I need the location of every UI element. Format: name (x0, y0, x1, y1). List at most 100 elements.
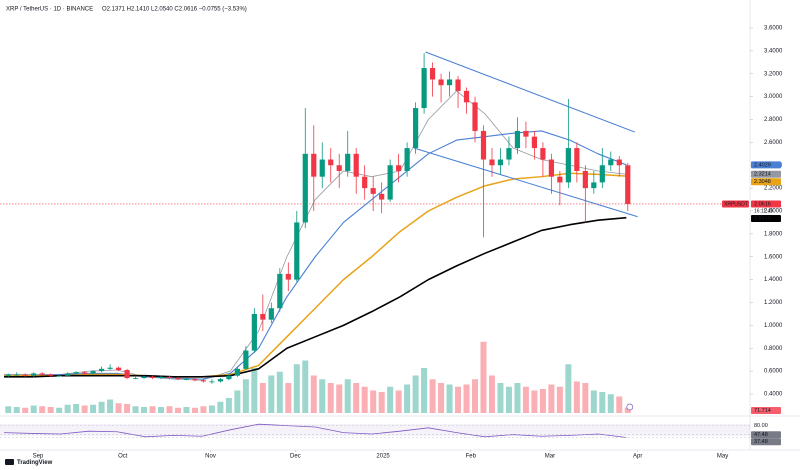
candle-body (268, 308, 274, 320)
x-tick-label: Dec (290, 454, 301, 460)
volume-bar (90, 404, 97, 413)
candle-body (421, 68, 427, 109)
volume-bar (370, 390, 377, 413)
candle-body (82, 372, 88, 374)
volume-bar (13, 407, 20, 413)
volume-bar (149, 406, 156, 413)
y-tick-label: 0.6000 (764, 369, 783, 375)
volume-bar (200, 406, 207, 413)
x-tick-label: Oct (118, 454, 128, 460)
volume-bar (556, 386, 563, 413)
y-tick-label: 3.4000 (764, 48, 783, 54)
volume-bar (225, 398, 232, 413)
x-tick-label: Nov (205, 454, 216, 460)
volume-bar (455, 386, 462, 413)
volume-bar (395, 390, 402, 413)
volume-bar (183, 407, 190, 413)
candle-body (608, 159, 614, 166)
volume-bar (522, 386, 529, 413)
y-tick-label: 2.8000 (764, 117, 783, 123)
candle-body (319, 159, 325, 177)
candle-body (183, 379, 190, 380)
candle-body (345, 153, 351, 171)
candle-body (107, 367, 113, 369)
candle-body (31, 373, 37, 376)
volume-bar (361, 386, 368, 413)
candle-body (285, 273, 291, 280)
candle-body (514, 130, 521, 149)
volume-tag (751, 407, 781, 414)
candle-body (429, 68, 436, 80)
volume-bar (251, 368, 258, 413)
candle-body (387, 165, 393, 200)
volume-bar (463, 384, 470, 413)
candle-body (540, 148, 546, 160)
volume-bar (158, 407, 165, 413)
moving-average (4, 172, 627, 378)
rsi-tag-label: 47.48 (754, 432, 768, 438)
candle-body (472, 102, 478, 131)
y-tick-label: 0.4000 (764, 392, 783, 398)
volume-bar (599, 392, 606, 413)
candle-body (5, 374, 11, 376)
candle-body (565, 148, 571, 183)
branding: TradingView (5, 459, 53, 466)
logo-icon (5, 459, 14, 465)
volume-bar (488, 375, 495, 413)
volume-bar (531, 390, 538, 413)
candle-body (455, 79, 461, 91)
volume-bar (5, 406, 12, 413)
candle-body (226, 375, 232, 380)
volume-bar (336, 384, 343, 413)
y-tick-label: 2.0000 (764, 209, 783, 215)
candle-body (548, 159, 554, 177)
price-tag-label: 2.4029 (754, 162, 771, 168)
plot-area (0, 51, 750, 413)
volume-bar (268, 375, 275, 413)
candle-body (56, 375, 62, 377)
volume-bar (234, 390, 241, 413)
candle-body (132, 377, 139, 379)
volume-bar (217, 401, 224, 413)
volume-bar (327, 383, 334, 413)
candle-body (39, 373, 45, 375)
volume-bar (115, 403, 122, 413)
candle-body (523, 130, 529, 137)
volume-bar (276, 371, 283, 413)
volume-bar (505, 386, 512, 413)
volume-bar (590, 390, 597, 413)
price-tag (751, 178, 781, 186)
channel-line (414, 147, 638, 218)
candle-body (370, 188, 376, 194)
volume-bar (30, 405, 37, 413)
volume-bar (607, 394, 614, 413)
candle-body (336, 165, 342, 171)
event-marker (626, 403, 634, 411)
candle-body (531, 136, 538, 149)
volume-bar (514, 383, 521, 413)
candle-body (362, 176, 368, 189)
candle-body (124, 369, 130, 378)
volume-bar (497, 383, 504, 413)
volume-bar (293, 364, 300, 413)
candle-body (599, 165, 605, 183)
candle-body (277, 273, 283, 309)
volume-bar (344, 379, 351, 413)
candle-body (200, 380, 207, 382)
volume-bar (191, 407, 198, 413)
y-tick-label: 1.6000 (764, 254, 783, 260)
rsi-tag-label: 80.00 (754, 423, 768, 429)
candle-body (353, 153, 359, 177)
chart-title: XRP / TetherUS · 1D · BINANCE (6, 7, 93, 13)
moving-average (4, 130, 627, 380)
price-tag (751, 214, 781, 222)
y-tick-label: 3.6000 (764, 26, 783, 32)
volume-bar (438, 383, 445, 413)
x-tick-label: Feb (466, 454, 477, 460)
logo-text: TradingView (17, 460, 53, 466)
candle-body (582, 170, 588, 189)
volume-bar (98, 401, 105, 413)
price-tag-label: 2.3048 (754, 179, 771, 185)
candle-body (209, 381, 215, 383)
